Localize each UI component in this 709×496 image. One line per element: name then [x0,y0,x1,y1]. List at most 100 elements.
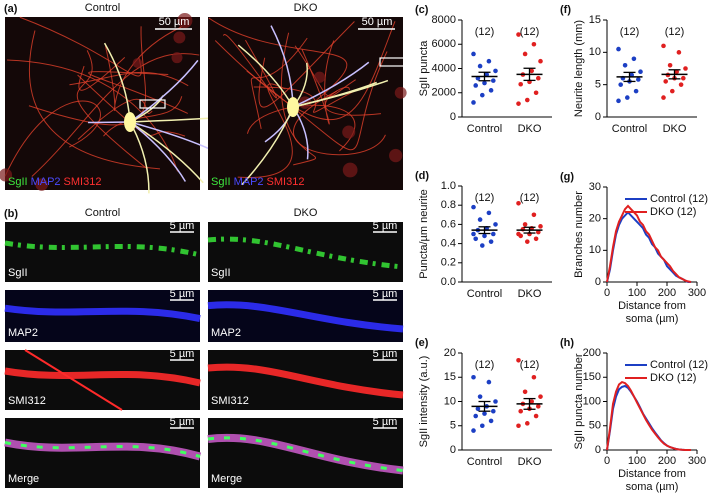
channel-label: SMI312 [211,395,249,407]
y-tick-label: 2000 [432,87,456,99]
x-tick-label: DKO [518,288,542,300]
panel-label: (g) [560,171,574,183]
annotation: (12) [475,359,495,371]
axon [76,50,148,170]
neurite [207,436,404,472]
annotation: (12) [520,359,540,371]
data-point [678,82,684,87]
data-point [471,374,476,380]
y-tick-label: 0 [450,444,456,456]
x-tick-label: 300 [688,455,706,467]
data-point [616,46,621,52]
axon [301,40,335,125]
scale-bar-label: 5 µm [373,288,398,300]
y-tick-label: 0.2 [441,257,456,269]
data-point [531,41,537,47]
panel-label: (f) [560,4,571,16]
micrograph: 5 µm MAP2 [207,288,404,342]
micrograph: 5 µm SgII [207,220,404,282]
y-tick-label: 0.8 [441,199,456,211]
annotation: (12) [520,26,540,38]
axon [24,349,123,411]
data-point [518,81,523,87]
data-point [471,428,476,433]
data-point [622,62,628,68]
data-point [488,418,494,424]
y-tick-label: 5 [450,420,456,432]
data-point [633,88,639,94]
neurite [4,240,201,258]
data-point [471,231,476,237]
data-point [516,231,521,237]
data-point [525,421,530,426]
micrograph: 5 µm Merge [4,416,202,488]
channel-name: MAP2 [234,176,264,188]
data-point [480,243,485,248]
data-point [491,78,496,83]
data-point [471,204,476,210]
y-tick-label: 6000 [432,38,456,50]
soma [124,112,136,132]
data-point [676,50,682,55]
data-point [480,92,485,98]
panel-label: (b) [4,208,18,220]
data-point [491,231,496,237]
data-point [486,210,492,216]
x-tick-label: DKO [663,123,687,135]
channel-label: Merge [211,473,242,485]
data-point [482,411,487,416]
x-tick-label: 0 [604,455,610,467]
y-axis-label: Branches number [573,191,585,278]
panel-label: (a) [4,3,18,15]
scale-bar-label: 5 µm [170,348,195,360]
dendrite [292,61,370,108]
channel-name: MAP2 [31,176,61,188]
axon [28,26,146,126]
y-tick-label: 10 [589,46,601,58]
channel-legend: SgII MAP2 SMI312 [8,176,101,188]
data-point [480,423,485,429]
data-point [473,83,479,88]
x-axis-label: Distance from [618,468,686,480]
dendrite [88,121,131,124]
neurite [207,301,404,333]
data-point [493,222,498,227]
data-point [531,374,537,380]
channel-name: SgII [8,176,28,188]
axon [258,21,355,108]
cell [132,58,143,68]
x-axis-label: Distance from [618,300,686,312]
y-tick-label: 10 [444,395,456,407]
y-tick-label: 20 [589,213,601,225]
neurite [4,367,201,387]
inset-box [379,57,406,67]
data-point [667,62,673,68]
x-axis-label: soma (µm) [626,481,679,493]
data-point [525,239,530,244]
axon [280,32,317,166]
series-line [606,204,692,283]
cell [389,148,403,163]
data-point [522,389,528,395]
x-tick-label: Control [467,288,502,300]
y-tick-label: 5 [595,79,601,91]
data-point [536,229,541,235]
data-point [471,100,476,105]
annotation: (12) [520,192,540,204]
data-point [484,72,490,77]
scale-bar-label: 5 µm [170,288,195,300]
data-point [536,404,541,409]
axon [208,17,348,101]
micrograph: 5 µm Merge [207,416,404,488]
panel-label: (e) [415,337,429,349]
data-point [516,200,521,206]
y-tick-label: 0.0 [441,276,456,288]
x-tick-label: 200 [658,287,676,299]
cell [35,178,48,191]
neurite [4,438,202,461]
inset-box [139,99,166,109]
neurite [207,363,404,399]
data-point [531,212,537,218]
image-background [5,17,200,190]
axon [103,96,183,137]
